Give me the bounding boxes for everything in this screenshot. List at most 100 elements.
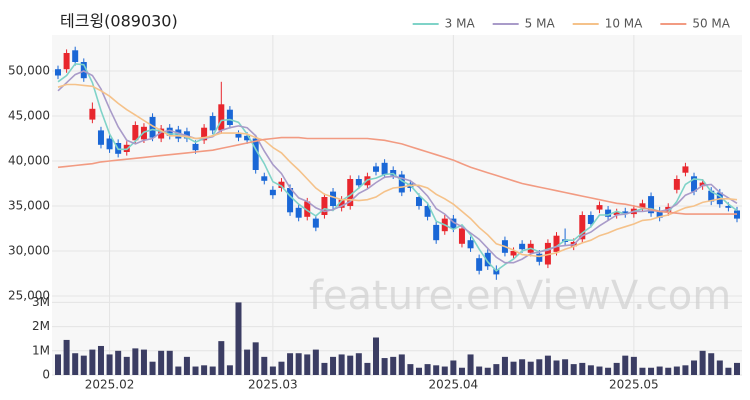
volume-bar <box>579 362 586 375</box>
volume-bar <box>209 366 216 375</box>
candle-body <box>287 188 294 213</box>
candle-body <box>699 182 706 187</box>
y-tick-label: 45,000 <box>8 109 50 123</box>
volume-bar <box>553 360 560 375</box>
candle-body <box>295 207 302 218</box>
x-tick-label: 2025.02 <box>85 378 135 392</box>
volume-bar <box>381 358 388 375</box>
candle-body <box>415 197 422 206</box>
volume-bar <box>175 366 182 375</box>
volume-bar <box>484 367 491 375</box>
candle-body <box>278 181 285 188</box>
volume-bar <box>312 349 319 375</box>
volume-bar <box>278 361 285 375</box>
volume-bar <box>252 342 259 375</box>
y-tick-label: 30,000 <box>8 244 50 258</box>
candle-body <box>682 166 689 173</box>
y-tick-label: 2M <box>32 319 50 333</box>
candle-body <box>673 179 680 190</box>
watermark: feature.enViewV.com <box>309 273 731 319</box>
volume-bar <box>536 359 543 375</box>
ma-line <box>57 70 738 264</box>
legend-label: 10 MA <box>605 17 643 31</box>
volume-bar <box>364 362 371 375</box>
candle-body <box>252 138 259 170</box>
volume-bar <box>622 355 629 375</box>
plot-background <box>52 35 742 375</box>
volume-bar <box>570 364 577 375</box>
volume-bar <box>123 356 130 375</box>
volume-bar <box>97 345 104 375</box>
volume-bar <box>501 356 508 375</box>
legend-label: 3 MA <box>445 17 476 31</box>
volume-bar <box>373 337 380 375</box>
candle-body <box>579 215 586 240</box>
volume-bar <box>72 353 79 375</box>
candle-body <box>622 211 629 215</box>
legend-label: 50 MA <box>692 17 730 31</box>
volume-bar <box>347 355 354 375</box>
candle-body <box>321 197 328 215</box>
candle-body <box>536 253 543 262</box>
volume-bar <box>725 367 732 375</box>
volume-bar <box>149 361 156 375</box>
volume-bar <box>89 349 96 375</box>
candle-body <box>553 235 560 252</box>
volume-bar <box>407 364 414 375</box>
volume-bar <box>613 362 620 375</box>
volume-bar <box>140 349 147 375</box>
candle-body <box>192 143 199 151</box>
candle-body <box>55 69 61 76</box>
candle-body <box>587 215 594 224</box>
candle-body <box>312 218 319 228</box>
volume-bar <box>665 367 672 375</box>
candle-body <box>458 228 465 244</box>
volume-bar <box>648 367 655 375</box>
ma-line <box>57 136 737 215</box>
y-tick-label: 1M <box>32 343 50 357</box>
candle-body <box>149 116 156 138</box>
candle-body <box>708 190 715 202</box>
volume-bar <box>691 360 698 375</box>
volume-bar <box>80 355 87 375</box>
volume-bar <box>330 356 337 375</box>
candle-body <box>639 203 646 208</box>
candle-body <box>450 218 457 229</box>
volume-bar <box>355 353 362 375</box>
volume-bar <box>218 341 225 375</box>
chart-title: 테크윙(089030) <box>60 12 178 31</box>
candle-body <box>433 224 440 241</box>
volume-bar <box>158 350 165 375</box>
x-tick-label: 2025.03 <box>248 378 298 392</box>
candle-body <box>373 166 380 172</box>
volume-bar <box>321 362 328 375</box>
candle-body <box>424 206 431 217</box>
candle-body <box>209 116 216 131</box>
candle-body <box>648 196 655 214</box>
y-tick-label: 35,000 <box>8 199 50 213</box>
candle-body <box>484 252 491 267</box>
volume-bar <box>458 367 465 375</box>
y-tick-label: 25,000 <box>8 289 50 303</box>
volume-bar <box>587 365 594 375</box>
volume-bar <box>441 366 448 375</box>
volume-bar <box>562 359 569 375</box>
candle-body <box>596 205 603 210</box>
volume-bar <box>493 364 500 375</box>
volume-bar <box>682 365 689 375</box>
volume-bar <box>287 353 294 375</box>
y-tick-label: 40,000 <box>8 154 50 168</box>
candle-body <box>355 179 362 186</box>
candle-body <box>476 258 483 271</box>
candle-body <box>158 128 165 139</box>
volume-bar <box>630 356 637 375</box>
volume-bar <box>269 366 276 375</box>
candle-body <box>63 53 70 70</box>
volume-bar <box>544 355 551 375</box>
y-tick-label: 0 <box>42 368 50 382</box>
volume-bar <box>390 356 397 375</box>
volume-bar <box>166 350 173 375</box>
legend-label: 5 MA <box>525 17 556 31</box>
x-tick-label: 2025.05 <box>609 378 659 392</box>
